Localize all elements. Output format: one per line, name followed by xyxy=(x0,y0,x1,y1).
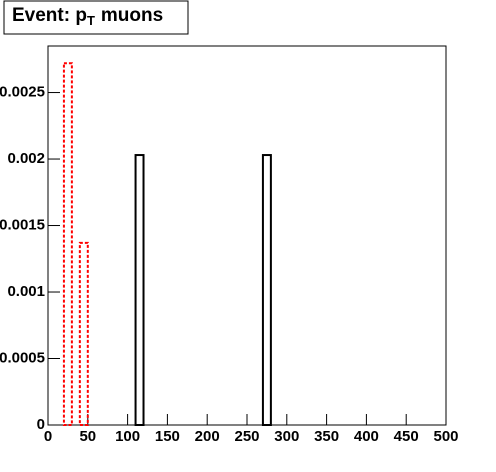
title-subscript: T xyxy=(87,13,95,28)
x-tick-label: 100 xyxy=(115,428,140,445)
y-tick-label: 0 xyxy=(37,416,45,433)
title-box xyxy=(3,0,189,35)
histogram-bar xyxy=(134,154,145,426)
x-tick-label: 400 xyxy=(354,428,379,445)
y-tick-label: 0.002 xyxy=(7,150,45,167)
x-tick-label: 350 xyxy=(314,428,339,445)
title-rest: muons xyxy=(101,5,163,26)
y-tick-label: 0.0005 xyxy=(0,349,45,366)
x-tick-label: 150 xyxy=(155,428,180,445)
y-tick-label: 0.0025 xyxy=(0,84,45,101)
x-tick-label: 0 xyxy=(44,428,52,445)
x-tick-label: 250 xyxy=(234,428,259,445)
title-main: Event: p xyxy=(12,5,87,26)
y-tick-label: 0.0015 xyxy=(0,216,45,233)
x-tick-label: 300 xyxy=(274,428,299,445)
x-tick-label: 200 xyxy=(195,428,220,445)
x-tick-label: 50 xyxy=(79,428,96,445)
chart-title: Event: pT muons xyxy=(12,5,163,28)
x-tick-label: 500 xyxy=(433,428,458,445)
histogram-bar xyxy=(261,154,272,426)
y-tick-label: 0.001 xyxy=(7,283,45,300)
x-tick-label: 450 xyxy=(394,428,419,445)
